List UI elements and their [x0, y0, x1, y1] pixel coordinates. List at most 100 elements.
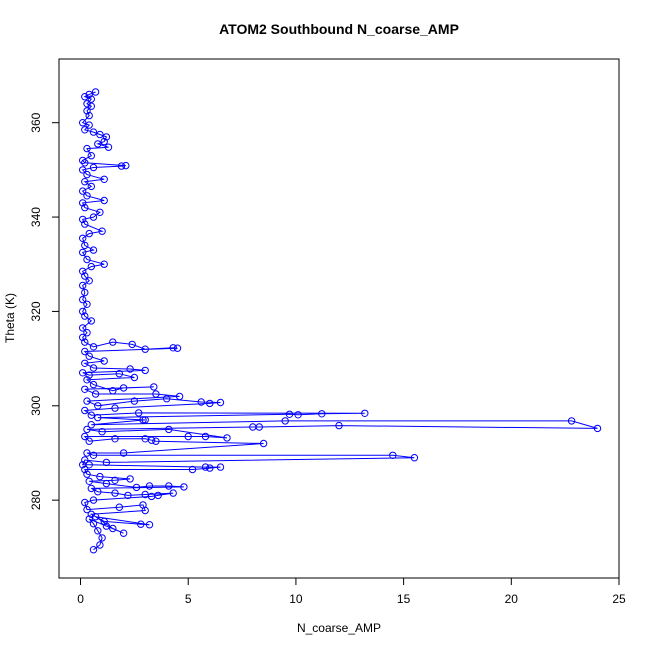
data-point	[206, 399, 214, 408]
data-point	[89, 520, 98, 528]
data-point	[81, 126, 89, 134]
data-point	[94, 140, 102, 148]
chart-title: ATOM2 Southbound N_coarse_AMP	[219, 21, 459, 37]
data-point	[126, 475, 134, 483]
data-point	[83, 255, 91, 264]
data-point	[81, 203, 89, 212]
data-point	[102, 479, 111, 488]
data-point	[79, 119, 87, 127]
x-tick-label: 20	[505, 592, 519, 606]
data-point	[124, 491, 132, 500]
data-point	[81, 498, 89, 507]
data-point	[83, 397, 91, 405]
data-point	[87, 152, 96, 160]
data-point	[79, 281, 87, 290]
data-point	[102, 458, 111, 467]
data-point	[94, 488, 102, 496]
data-point	[79, 234, 87, 243]
data-point	[85, 277, 93, 285]
data-point	[81, 359, 89, 367]
data-point	[109, 524, 117, 533]
data-point	[83, 100, 91, 108]
data-point	[83, 329, 91, 337]
data-point	[130, 373, 139, 382]
data-point	[128, 340, 136, 349]
data-point	[132, 483, 141, 492]
data-point	[85, 352, 93, 360]
data-point	[89, 451, 98, 459]
data-point	[259, 439, 268, 448]
data-point	[223, 434, 231, 442]
data-point	[89, 246, 98, 254]
data-point	[111, 476, 119, 484]
data-point	[85, 477, 93, 485]
data-point	[91, 88, 100, 96]
data-point	[111, 404, 119, 412]
data-point	[79, 307, 87, 316]
data-point	[87, 510, 96, 518]
data-point	[87, 421, 96, 429]
x-axis-label: N_coarse_AMP	[297, 621, 381, 635]
x-axis: 0 5 10 15 20 25	[77, 577, 626, 606]
data-point	[255, 423, 263, 431]
data-point	[81, 338, 89, 346]
y-axis: 280 300 320 340 360	[29, 112, 60, 510]
data-point	[81, 432, 89, 441]
data-point	[89, 364, 98, 372]
data-point	[83, 144, 91, 153]
data-point	[85, 371, 93, 379]
data-point	[81, 272, 89, 280]
data-point	[139, 501, 147, 509]
data-point	[135, 409, 143, 417]
data-point	[85, 111, 93, 120]
data-point	[117, 162, 126, 170]
plot-frame	[58, 58, 620, 579]
data-point	[98, 428, 106, 436]
data-point	[169, 344, 177, 352]
data-point	[81, 93, 89, 101]
data-point	[165, 425, 173, 434]
data-point	[79, 333, 87, 342]
x-tick-label: 0	[77, 592, 84, 606]
y-tick-label: 280	[29, 490, 43, 510]
data-point	[85, 515, 93, 523]
data-point	[94, 413, 102, 422]
data-point	[83, 170, 91, 179]
data-point	[122, 161, 130, 170]
data-point	[81, 312, 89, 320]
data-point	[152, 390, 160, 398]
data-point	[79, 248, 87, 257]
data-point	[139, 416, 147, 424]
x-tick-label: 5	[185, 592, 192, 606]
data-point	[294, 411, 302, 419]
data-point	[81, 385, 89, 393]
data-point	[593, 424, 602, 433]
data-point	[318, 410, 326, 418]
data-point	[197, 398, 205, 406]
data-point	[126, 365, 134, 373]
data-point	[81, 288, 89, 297]
data-point	[130, 397, 139, 405]
data-point	[100, 137, 108, 146]
data-point	[87, 95, 96, 103]
data-point	[83, 425, 91, 434]
x-tick-label: 25	[612, 592, 626, 606]
data-point	[79, 324, 87, 332]
data-point	[89, 546, 98, 554]
data-point	[85, 229, 93, 238]
data-point	[201, 432, 210, 441]
data-point	[104, 143, 113, 151]
data-point	[81, 178, 89, 186]
y-axis-label: Theta (K)	[3, 293, 17, 343]
data-point	[96, 130, 104, 139]
data-point	[81, 465, 89, 474]
data-point	[141, 490, 149, 499]
x-tick-label: 15	[397, 592, 411, 606]
data-point	[87, 182, 96, 191]
data-point	[89, 163, 98, 172]
data-point	[119, 449, 128, 457]
data-point	[180, 483, 188, 491]
data-point	[85, 121, 93, 129]
data-point	[96, 208, 104, 217]
data-point	[79, 267, 87, 275]
